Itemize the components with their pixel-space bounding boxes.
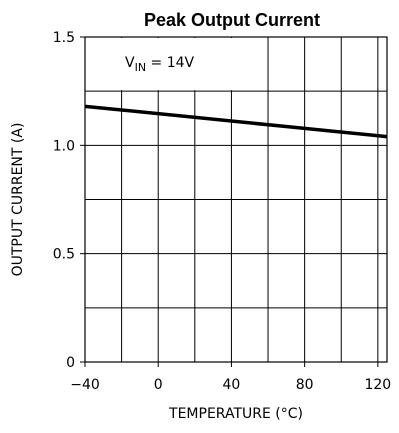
series-layer <box>84 104 388 139</box>
x-tick-label: 40 <box>223 377 241 393</box>
vin-annotation-subscript: IN <box>135 61 146 74</box>
plot-frame <box>84 36 388 363</box>
x-axis-label: TEMPERATURE (°C) <box>168 406 303 422</box>
y-tick-label: 1.0 <box>53 138 75 154</box>
chart-title: Peak Output Current <box>144 10 320 30</box>
y-axis-ticks: 0 0.5 1.0 1.5 <box>53 30 85 371</box>
x-tick-label: 80 <box>296 377 314 393</box>
x-tick-label: 0 <box>154 377 163 393</box>
plot-area: VIN = 14V <box>84 36 388 363</box>
x-axis-ticks: −40 0 40 80 120 <box>70 362 391 393</box>
vin-annotation-base: V <box>125 55 135 71</box>
vin-annotation: VIN = 14V <box>125 55 195 74</box>
x-tick-label: 120 <box>364 377 391 393</box>
series-line <box>84 104 388 139</box>
grid-lines <box>84 36 387 363</box>
y-axis-label: OUTPUT CURRENT (A) <box>10 123 26 277</box>
annotation-background <box>86 38 268 91</box>
y-tick-label: 0 <box>66 355 75 371</box>
x-tick-label: −40 <box>70 377 100 393</box>
y-tick-label: 1.5 <box>53 30 75 46</box>
y-tick-label: 0.5 <box>53 247 75 263</box>
vin-annotation-text: = 14V <box>146 55 194 71</box>
